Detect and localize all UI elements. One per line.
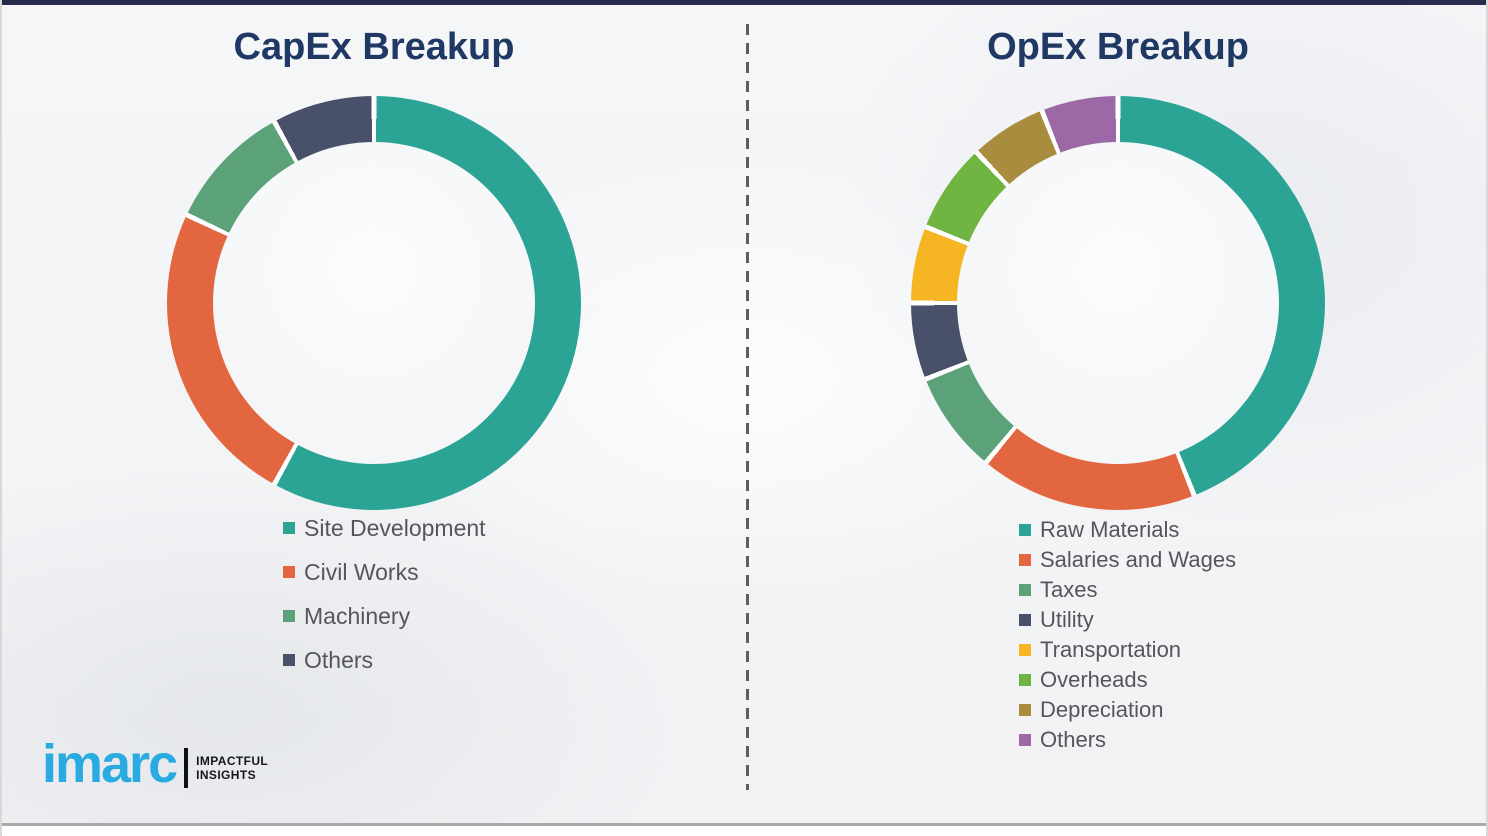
legend-label: Salaries and Wages — [1040, 547, 1237, 572]
legend-label: Raw Materials — [1040, 517, 1180, 542]
legend-swatch — [1019, 734, 1031, 746]
imarc-logo-tagline: IMPACTFUL INSIGHTS — [196, 754, 268, 783]
legend-swatch — [1019, 584, 1031, 596]
legend-item: Transportation — [1019, 635, 1236, 665]
legend-swatch — [283, 566, 295, 578]
legend-label: Utility — [1040, 607, 1094, 632]
legend-label: Others — [1040, 727, 1107, 752]
legend-label: Overheads — [1040, 667, 1148, 692]
legend-swatch — [283, 610, 295, 622]
legend-swatch — [283, 654, 295, 666]
imarc-logo-wordmark: imarc — [42, 734, 178, 794]
opex-panel: OpEx Breakup Raw Materials Salaries and W… — [746, 0, 1486, 836]
opex-donut-chart — [911, 96, 1325, 510]
legend-swatch — [1019, 704, 1031, 716]
imarc-tagline-line1: IMPACTFUL — [196, 753, 269, 768]
bottom-margin — [2, 826, 1486, 836]
legend-item: Overheads — [1019, 665, 1236, 695]
capex-title: CapEx Breakup — [233, 26, 515, 68]
legend-swatch — [1019, 554, 1031, 566]
legend-item: Site Development — [283, 506, 486, 550]
legend-item: Civil Works — [283, 550, 486, 594]
legend-label: Site Development — [304, 514, 486, 541]
legend-swatch — [1019, 524, 1031, 536]
legend-item: Depreciation — [1019, 695, 1236, 725]
opex-title: OpEx Breakup — [987, 26, 1249, 68]
legend-label: Depreciation — [1040, 697, 1164, 722]
legend-swatch — [1019, 644, 1031, 656]
legend-label: Machinery — [304, 602, 411, 629]
legend-item: Others — [283, 638, 486, 682]
dashed-divider — [746, 24, 749, 790]
legend-item: Taxes — [1019, 575, 1236, 605]
imarc-logo-divider-bar — [184, 748, 189, 788]
legend-swatch — [1019, 614, 1031, 626]
capex-donut-hole — [213, 142, 535, 464]
legend-label: Civil Works — [304, 558, 419, 585]
imarc-logo: imarc IMPACTFUL INSIGHTS — [42, 733, 268, 795]
imarc-tagline-line2: INSIGHTS — [196, 768, 256, 782]
legend-item: Machinery — [283, 594, 486, 638]
opex-legend: Raw Materials Salaries and Wages Taxes Util… — [1019, 515, 1236, 755]
legend-item: Others — [1019, 725, 1236, 755]
legend-item: Raw Materials — [1019, 515, 1236, 545]
legend-swatch — [1019, 674, 1031, 686]
bottom-border-rule — [2, 823, 1486, 826]
capex-panel: CapEx Breakup Site Development Civil Work… — [2, 0, 746, 836]
legend-swatch — [283, 522, 295, 534]
legend-label: Transportation — [1040, 637, 1182, 662]
legend-label: Taxes — [1040, 577, 1098, 602]
legend-item: Utility — [1019, 605, 1236, 635]
opex-donut-hole — [957, 142, 1279, 464]
capex-legend: Site Development Civil Works Machinery Othe… — [283, 506, 486, 682]
top-border-bar — [2, 0, 1486, 5]
capex-donut-chart — [167, 96, 581, 510]
legend-item: Salaries and Wages — [1019, 545, 1236, 575]
legend-label: Others — [304, 646, 374, 673]
